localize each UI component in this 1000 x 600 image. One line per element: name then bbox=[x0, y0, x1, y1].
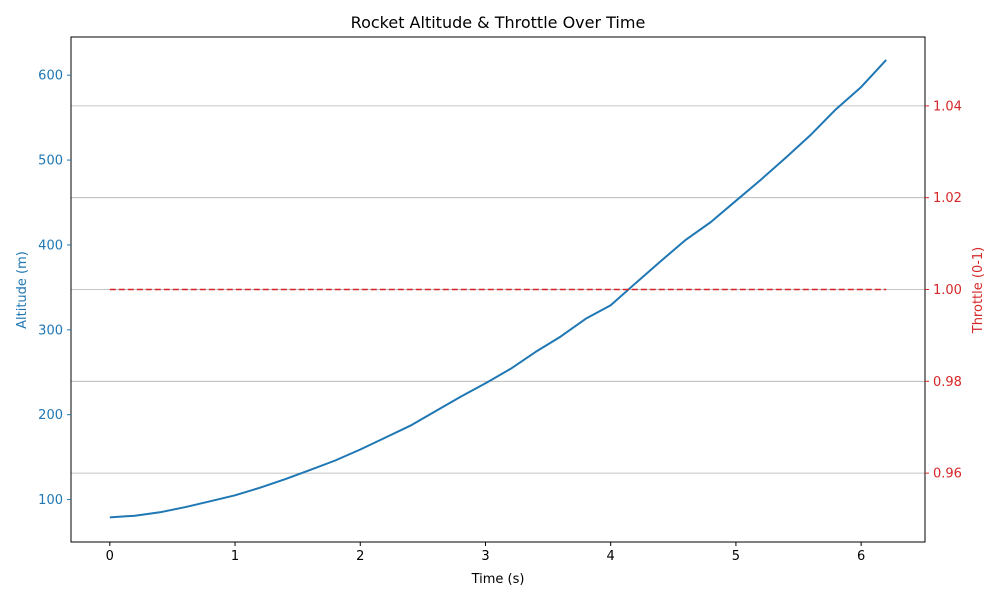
y-left-tick-label-4: 500 bbox=[38, 154, 63, 169]
y-right-tick-label-0: 0.96 bbox=[933, 467, 962, 482]
y-right-tick-label-4: 1.04 bbox=[933, 99, 962, 114]
y-left-tick-label-3: 400 bbox=[38, 238, 63, 253]
y-axis-left: 100 200 300 400 500 600 bbox=[38, 69, 71, 508]
y-axis-right: 0.96 0.98 1.00 1.02 1.04 bbox=[925, 99, 962, 482]
y-axis-left-label: Altitude (m) bbox=[15, 251, 30, 329]
y-left-tick-label-1: 200 bbox=[38, 408, 63, 423]
x-tick-label-6: 6 bbox=[857, 549, 865, 564]
y-right-tick-label-2: 1.00 bbox=[933, 283, 962, 298]
x-tick-label-2: 2 bbox=[356, 549, 364, 564]
y-left-tick-label-0: 100 bbox=[38, 493, 63, 508]
y-right-tick-label-1: 0.98 bbox=[933, 375, 962, 390]
x-tick-label-5: 5 bbox=[732, 549, 740, 564]
x-tick-label-4: 4 bbox=[607, 549, 615, 564]
y-left-tick-label-2: 300 bbox=[38, 323, 63, 338]
y-axis-right-label: Throttle (0-1) bbox=[971, 247, 986, 335]
x-tick-label-1: 1 bbox=[231, 549, 239, 564]
y-left-tick-label-5: 600 bbox=[38, 69, 63, 84]
x-tick-label-3: 3 bbox=[481, 549, 489, 564]
series-layer bbox=[109, 59, 887, 519]
x-axis-label: Time (s) bbox=[471, 572, 525, 587]
chart-title: Rocket Altitude & Throttle Over Time bbox=[351, 13, 646, 32]
x-tick-label-0: 0 bbox=[106, 549, 114, 564]
altitude-series-line bbox=[109, 59, 887, 519]
x-axis: 0 1 2 3 4 5 6 bbox=[106, 542, 865, 564]
y-right-tick-label-3: 1.02 bbox=[933, 191, 962, 206]
